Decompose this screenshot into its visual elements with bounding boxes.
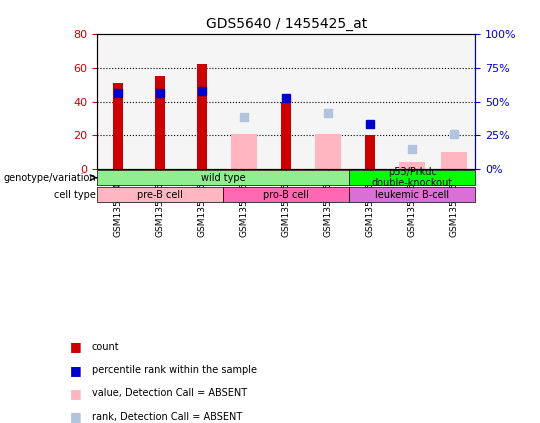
Text: pro-B cell: pro-B cell [264, 190, 309, 200]
Bar [113, 83, 123, 169]
FancyBboxPatch shape [349, 170, 475, 185]
Bar [365, 135, 375, 169]
Bar [231, 134, 258, 169]
Bar [315, 134, 341, 169]
FancyBboxPatch shape [349, 187, 475, 202]
Title: GDS5640 / 1455425_at: GDS5640 / 1455425_at [206, 17, 367, 31]
Text: percentile rank within the sample: percentile rank within the sample [92, 365, 257, 375]
Bar [441, 152, 468, 169]
Text: ■: ■ [70, 341, 82, 353]
FancyBboxPatch shape [223, 187, 349, 202]
FancyBboxPatch shape [97, 170, 349, 185]
Text: ■: ■ [70, 387, 82, 400]
Text: pre-B cell: pre-B cell [137, 190, 183, 200]
Text: leukemic B-cell: leukemic B-cell [375, 190, 449, 200]
Text: rank, Detection Call = ABSENT: rank, Detection Call = ABSENT [92, 412, 242, 422]
Text: cell type: cell type [55, 190, 96, 200]
Text: ■: ■ [70, 364, 82, 376]
Text: count: count [92, 342, 119, 352]
Bar [281, 102, 292, 169]
Text: genotype/variation: genotype/variation [4, 173, 96, 183]
Text: ■: ■ [70, 410, 82, 423]
Text: p53/Prkdc
double-knockout: p53/Prkdc double-knockout [372, 167, 453, 189]
Text: wild type: wild type [201, 173, 246, 183]
Bar [197, 64, 207, 169]
FancyBboxPatch shape [97, 187, 223, 202]
Bar [155, 76, 165, 169]
Bar [399, 162, 426, 169]
Text: value, Detection Call = ABSENT: value, Detection Call = ABSENT [92, 388, 247, 398]
